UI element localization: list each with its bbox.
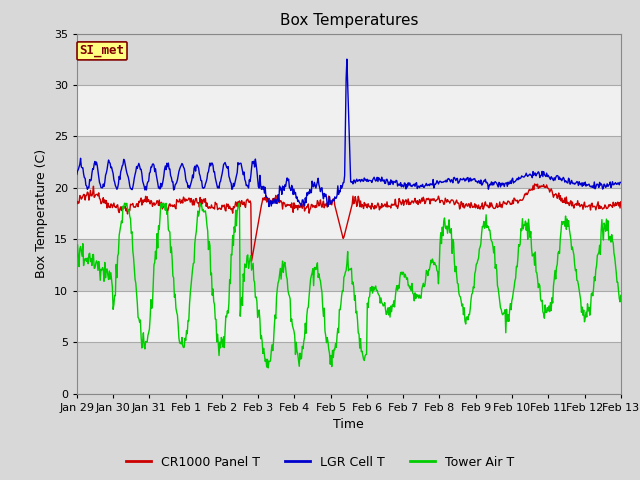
Text: SI_met: SI_met [79, 44, 125, 58]
Y-axis label: Box Temperature (C): Box Temperature (C) [35, 149, 48, 278]
Bar [77, 85, 621, 136]
Legend: CR1000 Panel T, LGR Cell T, Tower Air T: CR1000 Panel T, LGR Cell T, Tower Air T [121, 451, 519, 474]
Bar [77, 291, 621, 342]
Title: Box Temperatures: Box Temperatures [280, 13, 418, 28]
X-axis label: Time: Time [333, 418, 364, 431]
Bar [77, 188, 621, 240]
